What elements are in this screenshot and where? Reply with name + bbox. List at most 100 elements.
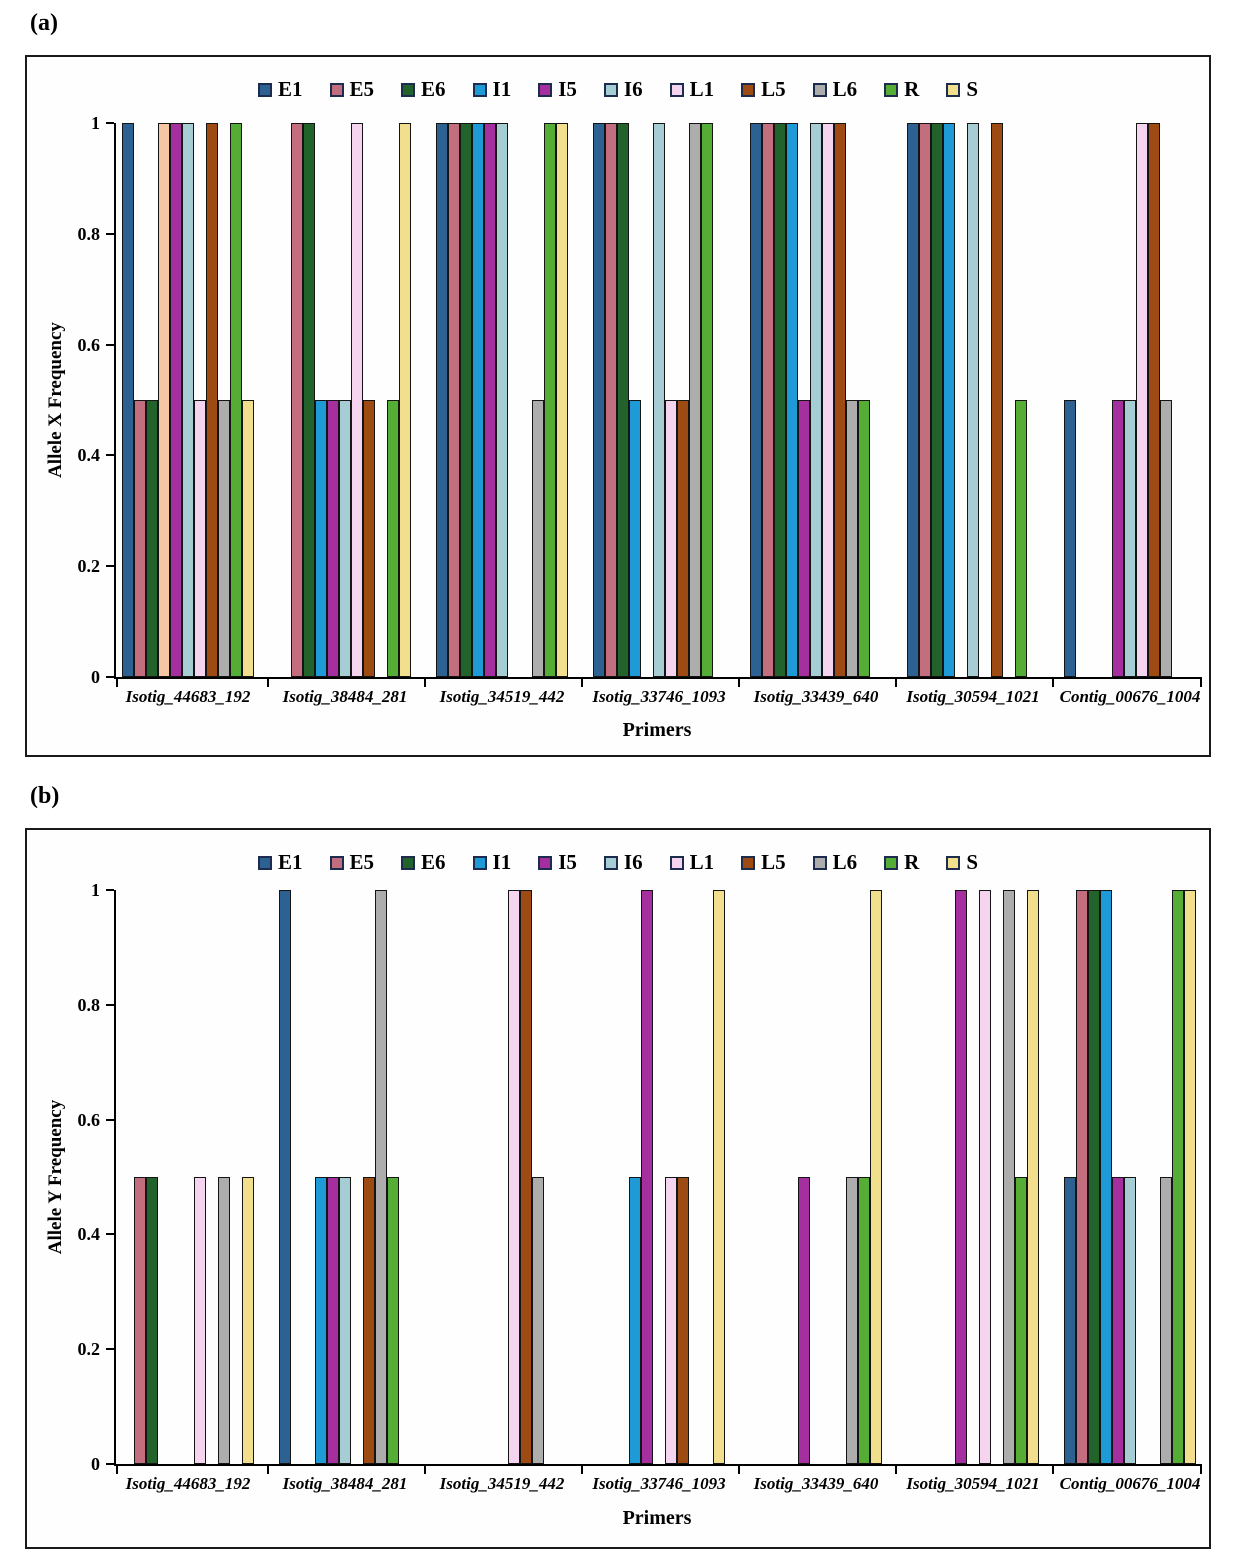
legend-swatch-E1	[257, 82, 272, 97]
bar-R	[544, 123, 556, 677]
legend-item-I1: I1	[472, 77, 512, 102]
plot-area-b: Allele Y Frequency 0 0.2 0.4 0.6 0.8 1 Isotig_…	[45, 880, 1202, 1493]
bar-E6	[303, 123, 315, 677]
bar-I5	[170, 123, 182, 677]
legend-item-I6: I6	[603, 850, 643, 875]
y-tick-label: 0.4	[77, 445, 101, 466]
bar-R	[858, 400, 870, 677]
y-tick-label: 0.6	[77, 1109, 101, 1130]
y-tick	[106, 1348, 114, 1351]
plot-area-a: Allele X Frequency 0 0.2 0.4 0.6 0.8 1 Isotig_…	[45, 113, 1202, 706]
bar-I5	[1112, 1177, 1124, 1464]
bar-R	[387, 400, 399, 677]
legend-swatch-I5	[538, 82, 553, 97]
legend-label: I1	[492, 77, 512, 101]
legend-swatch-R	[884, 82, 899, 97]
legend-item-L6: L6	[812, 77, 857, 102]
bar-E1	[436, 123, 448, 677]
bar-E6	[460, 123, 472, 677]
legend-item-R: R	[884, 850, 919, 875]
x-tick	[737, 1466, 740, 1474]
bar-E1	[279, 890, 291, 1464]
bar-E6	[931, 123, 943, 677]
bar-L6	[689, 123, 701, 677]
x-category-label: Isotig_30594_1021	[906, 1474, 1040, 1493]
bar-I5	[955, 890, 967, 1464]
bar-L6	[532, 400, 544, 677]
legend-item-I6: I6	[603, 77, 643, 102]
legend-swatch-L1	[669, 855, 684, 870]
bar-I6	[653, 123, 665, 677]
x-tick	[423, 679, 426, 687]
x-axis-title-b: Primers	[622, 1507, 692, 1529]
bar-I1	[315, 1177, 327, 1464]
legend-swatch-L6	[812, 855, 827, 870]
x-category-label: Isotig_38484_281	[282, 687, 408, 706]
legend-label: E5	[349, 850, 375, 874]
legend-item-L5: L5	[741, 850, 786, 875]
x-category-label: Isotig_33746_1093	[592, 687, 726, 706]
legend-swatch-E6	[401, 855, 416, 870]
bar-R	[1015, 400, 1027, 677]
bar-E5	[134, 1177, 146, 1464]
bar-E1	[122, 123, 134, 677]
bar-E5	[762, 123, 774, 677]
panel-a-label: (a)	[30, 10, 58, 36]
bar-S	[242, 400, 254, 677]
bar-L5	[363, 1177, 375, 1464]
legend-label: S	[966, 77, 978, 101]
legend-swatch-I5	[538, 855, 553, 870]
legend-swatch-S	[946, 855, 961, 870]
legend-swatch-S	[946, 82, 961, 97]
x-category-label: Isotig_34519_442	[439, 1474, 565, 1493]
bar-L6	[846, 400, 858, 677]
bar-S	[242, 1177, 254, 1464]
x-category-label: Contig_00676_1004	[1059, 687, 1201, 706]
bar-E5	[919, 123, 931, 677]
bar-E5	[1076, 890, 1088, 1464]
x-category-label: Isotig_38484_281	[282, 1474, 408, 1493]
y-tick	[106, 889, 114, 891]
legend-label: E1	[277, 850, 303, 874]
bar-S	[870, 890, 882, 1464]
y-tick-label: 0	[91, 1454, 100, 1474]
y-tick	[106, 232, 114, 235]
bar-I1	[1100, 890, 1112, 1464]
x-tick	[266, 1466, 269, 1474]
bar-S	[399, 123, 411, 677]
bar-L6	[218, 400, 230, 677]
legend-label: I5	[558, 77, 577, 101]
panel-b-label: (b)	[30, 783, 60, 809]
bar-E1	[1064, 400, 1076, 677]
bar-I5	[798, 1177, 810, 1464]
bar-E5	[134, 400, 146, 677]
bar-L6	[532, 1177, 544, 1464]
bar-I5	[1112, 400, 1124, 677]
bar-I6	[1124, 1177, 1136, 1464]
bar-I5	[327, 1177, 339, 1464]
legend-swatch-I6	[603, 82, 618, 97]
y-tick	[106, 676, 114, 678]
legend-label: I6	[623, 77, 643, 101]
bar-I6	[967, 123, 979, 677]
legend-label: E6	[421, 850, 446, 874]
bar-I1	[472, 123, 484, 677]
legend-item-R: R	[884, 77, 919, 102]
x-category-label: Isotig_30594_1021	[906, 687, 1040, 706]
bar-L6	[218, 1177, 230, 1464]
legend-swatch-I6	[603, 855, 618, 870]
bar-I5	[484, 123, 496, 677]
legend-swatch-I1	[472, 855, 487, 870]
x-tick	[266, 679, 269, 687]
legend-label: E6	[421, 77, 446, 101]
y-tick	[106, 122, 114, 124]
bar-L6	[1160, 1177, 1172, 1464]
bar-L5	[991, 123, 1003, 677]
legend-item-L1: L1	[669, 77, 714, 102]
legend-label: S	[966, 850, 978, 874]
bar-E5	[448, 123, 460, 677]
x-tick	[1051, 679, 1054, 687]
bar-I1	[943, 123, 955, 677]
legend-swatch-E6	[401, 82, 416, 97]
bar-L5	[1148, 123, 1160, 677]
